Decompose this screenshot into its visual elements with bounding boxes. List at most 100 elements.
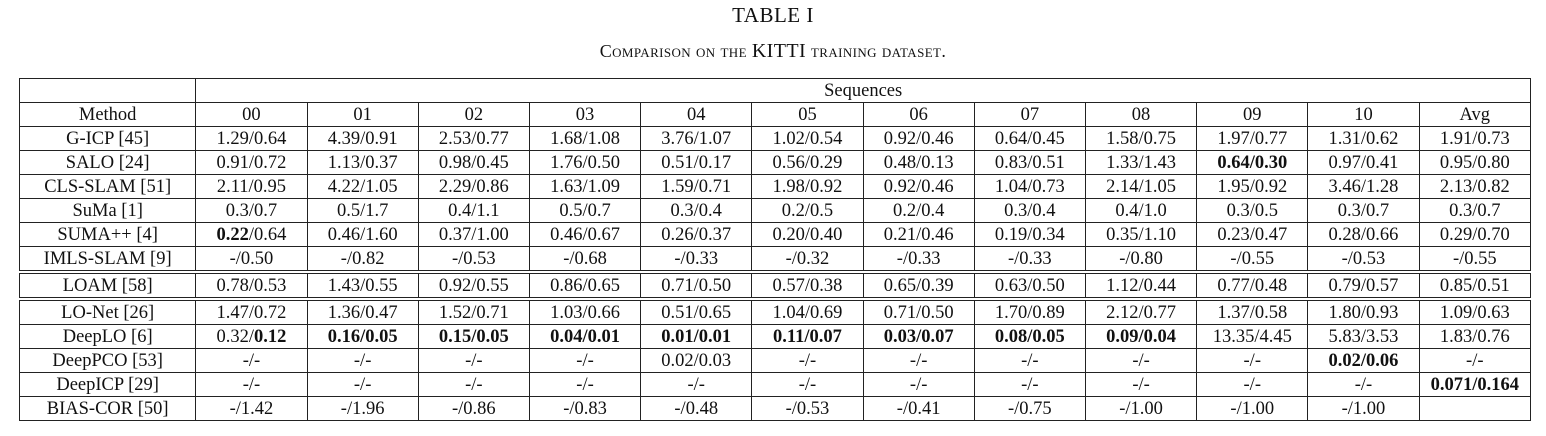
bold-value: 0.03/0.07	[883, 326, 954, 347]
value-cell: 2.13/0.82	[1418, 174, 1532, 199]
value-cell	[1418, 396, 1532, 421]
value-cell: 5.83/3.53	[1307, 324, 1420, 349]
value-cell: 0.4/1.1	[417, 198, 530, 223]
value-cell: 1.36/0.47	[306, 300, 419, 325]
table-row: DeepPCO [53] -/- -/- -/- -/- 0.02/0.03 -/- -/- -…	[18, 348, 1532, 373]
value-cell: 0.51/0.65	[640, 300, 753, 325]
value-cell: 1.91/0.73	[1418, 126, 1532, 151]
value-cell: -/0.33	[973, 246, 1086, 271]
value-cell: 0.20/0.40	[751, 222, 864, 247]
value-cell: 0.95/0.80	[1418, 150, 1532, 175]
value-cell: 0.4/1.0	[1084, 198, 1198, 223]
value-cell: -/-	[528, 372, 642, 397]
value-cell: 0.56/0.29	[751, 150, 864, 175]
value-cell: -/-	[1307, 372, 1420, 397]
value-cell: 0.71/0.50	[640, 273, 753, 298]
table-row: LOAM [58] 0.78/0.53 1.43/0.55 0.92/0.55 0.86…	[18, 273, 1532, 298]
value-cell: 4.22/1.05	[306, 174, 419, 199]
bold-value: 0.15/0.05	[438, 326, 509, 347]
bold-value: 0.64/0.30	[1217, 152, 1288, 173]
value-cell: -/-	[751, 372, 864, 397]
table-body: G-ICP [45] 1.29/0.64 4.39/0.91 2.53/0.77 1.6…	[18, 126, 1532, 421]
method-cell: LOAM [58]	[18, 273, 197, 298]
value-cell: 0.02/0.06	[1307, 348, 1420, 373]
method-cell: DeepICP [29]	[18, 372, 197, 397]
value-cell: -/0.33	[640, 246, 753, 271]
value-cell: 0.65/0.39	[862, 273, 975, 298]
value-cell: 0.5/1.7	[306, 198, 419, 223]
value-cell: 1.13/0.37	[306, 150, 419, 175]
method-cell: DeepPCO [53]	[18, 348, 197, 373]
column-header: 09	[1196, 102, 1309, 127]
value-cell: 0.3/0.5	[1196, 198, 1309, 223]
value-cell: 1.43/0.55	[306, 273, 419, 298]
table-header: Sequences Method 00 01 02 03 04 05 06 07 08 09 10 A…	[18, 78, 1532, 127]
value-cell: 0.29/0.70	[1418, 222, 1532, 247]
value-cell: 0.86/0.65	[528, 273, 642, 298]
value-cell: 0.2/0.5	[751, 198, 864, 223]
bold-value: 0.11/0.07	[773, 326, 842, 347]
value-cell: -/-	[1418, 348, 1532, 373]
method-cell: SuMa [1]	[18, 198, 197, 223]
table-row: IMLS-SLAM [9] -/0.50 -/0.82 -/0.53 -/0.68 -/0…	[18, 246, 1532, 271]
method-cell: BIAS-COR [50]	[18, 396, 197, 421]
column-header: 08	[1084, 102, 1198, 127]
table-row: DeepLO [6] 0.32/0.12 0.16/0.05 0.15/0.05 0.0…	[18, 324, 1532, 349]
bold-value: 0.01/0.01	[661, 326, 732, 347]
value-cell: 1.83/0.76	[1418, 324, 1532, 349]
value-cell: -/-	[1084, 348, 1198, 373]
value-cell: 0.03/0.07	[862, 324, 975, 349]
bold-value: 0.071/0.164	[1430, 374, 1519, 395]
column-header: 01	[306, 102, 419, 127]
column-header: 07	[973, 102, 1086, 127]
value-cell: 1.04/0.69	[751, 300, 864, 325]
value-cell: -/-	[751, 348, 864, 373]
value-cell: 0.2/0.4	[862, 198, 975, 223]
table-row: LO-Net [26] 1.47/0.72 1.36/0.47 1.52/0.71 1.…	[18, 300, 1532, 325]
value-cell: -/-	[1196, 372, 1309, 397]
value-cell: 0.46/0.67	[528, 222, 642, 247]
value-cell: 0.92/0.55	[417, 273, 530, 298]
value-cell: 0.79/0.57	[1307, 273, 1420, 298]
value-cell: 1.09/0.63	[1418, 300, 1532, 325]
value-cell: -/1.42	[195, 396, 308, 421]
value-cell: -/0.55	[1196, 246, 1309, 271]
value-cell: 1.29/0.64	[195, 126, 308, 151]
value-cell: 1.12/0.44	[1084, 273, 1198, 298]
value-cell: 2.53/0.77	[417, 126, 530, 151]
method-cell: IMLS-SLAM [9]	[18, 246, 197, 271]
value-cell: 0.08/0.05	[973, 324, 1086, 349]
value-cell: 0.19/0.34	[973, 222, 1086, 247]
value-cell: 2.14/1.05	[1084, 174, 1198, 199]
value-cell: 0.21/0.46	[862, 222, 975, 247]
value-cell: 0.48/0.13	[862, 150, 975, 175]
method-cell: DeepLO [6]	[18, 324, 197, 349]
table-row: SuMa [1] 0.3/0.7 0.5/1.7 0.4/1.1 0.5/0.7 0.3/…	[18, 198, 1532, 223]
table-row: SUMA++ [4] 0.22/0.64 0.46/1.60 0.37/1.00 0.4…	[18, 222, 1532, 247]
value-cell: 0.26/0.37	[640, 222, 753, 247]
method-cell: G-ICP [45]	[18, 126, 197, 151]
method-cell: LO-Net [26]	[18, 300, 197, 325]
method-cell: CLS-SLAM [51]	[18, 174, 197, 199]
value-cell: 1.97/0.77	[1196, 126, 1309, 151]
value-cell: 1.03/0.66	[528, 300, 642, 325]
bold-value: 0.16/0.05	[327, 326, 398, 347]
value-cell: -/0.86	[417, 396, 530, 421]
table-row: G-ICP [45] 1.29/0.64 4.39/0.91 2.53/0.77 1.6…	[18, 126, 1532, 151]
table-title-prefix: Comparison on the	[599, 41, 752, 61]
value-cell: -/-	[306, 372, 419, 397]
value-cell: -/0.50	[195, 246, 308, 271]
value-cell: 0.15/0.05	[417, 324, 530, 349]
value-cell: 1.33/1.43	[1084, 150, 1198, 175]
value-cell: -/1.96	[306, 396, 419, 421]
value-cell: 0.01/0.01	[640, 324, 753, 349]
value-cell: 3.46/1.28	[1307, 174, 1420, 199]
value-cell: 0.5/0.7	[528, 198, 642, 223]
value-cell: -/-	[862, 372, 975, 397]
results-table: Sequences Method 00 01 02 03 04 05 06 07 08 09 10 A…	[18, 78, 1532, 421]
table-row: CLS-SLAM [51] 2.11/0.95 4.22/1.05 2.29/0.86…	[18, 174, 1532, 199]
value-cell: 0.83/0.51	[973, 150, 1086, 175]
value-cell: 0.3/0.7	[195, 198, 308, 223]
value-cell: 1.70/0.89	[973, 300, 1086, 325]
method-header: Method	[18, 102, 197, 127]
